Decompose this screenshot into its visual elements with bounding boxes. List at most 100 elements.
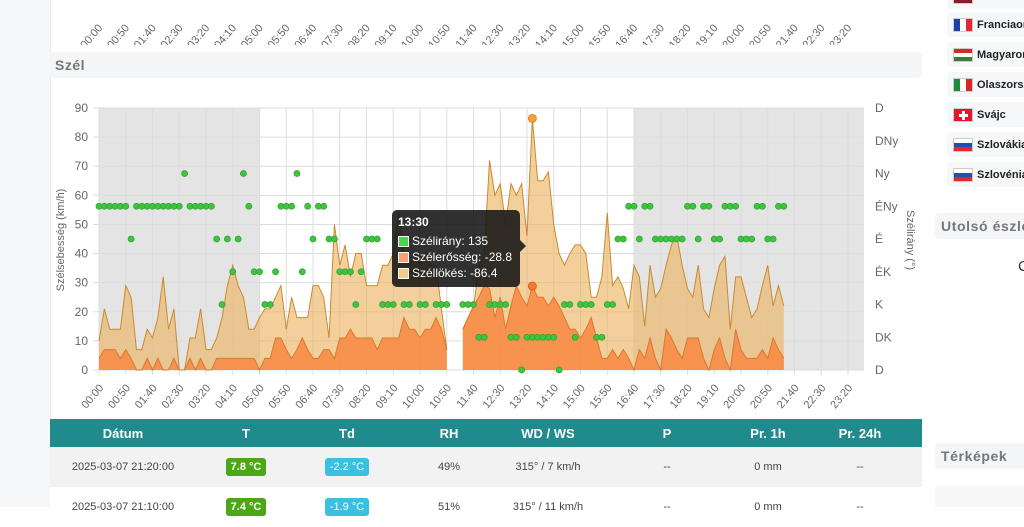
cell-wdws: 315° / 7 km/h: [500, 447, 596, 487]
y2-tick-label: DK: [875, 330, 892, 344]
gust-line: [462, 118, 785, 330]
direction-point: [555, 366, 563, 374]
wind-chart[interactable]: 0 10 20 30 40 50 60 70 80 90 D DK K ÉK É ÉNy Ny DNy D 00:00…: [0, 0, 930, 420]
country-label: Svájc: [977, 108, 1006, 121]
x-tick-label: 04:10: [213, 382, 240, 411]
country-item-france[interactable]: Franciaország: [947, 12, 1024, 37]
cell-p: --: [596, 487, 738, 527]
direction-point: [443, 301, 451, 308]
x-tick-label: 01:40: [133, 382, 160, 411]
italy-flag-icon: [953, 77, 973, 92]
right-sidebar: Franciaország Magyarország Olaszország S…: [935, 0, 1024, 507]
cell-rh: 49%: [398, 447, 500, 487]
direction-point: [298, 268, 306, 276]
col-header-date[interactable]: Dátum: [50, 419, 196, 447]
table-row: 2025-03-07 21:10:00 7.4 °C -1.9 °C 51% 3…: [50, 487, 922, 527]
direction-point: [320, 202, 328, 210]
cell-pr1h: 0 mm: [738, 487, 798, 527]
y-tick-label: 70: [75, 159, 89, 173]
y-tick-label: 90: [75, 101, 89, 115]
country-item-slovenia[interactable]: Szlovénia: [947, 162, 1024, 187]
speed-line: [98, 316, 448, 372]
cell-date: 2025-03-07 21:10:00: [50, 487, 196, 527]
tooltip-time: 13:30: [398, 215, 429, 229]
x-tick-label: 11:40: [454, 382, 480, 410]
x-tick-label: 18:20: [668, 382, 695, 411]
direction-point: [304, 202, 312, 210]
y-tick-label: 30: [75, 276, 89, 290]
speed-hover-point: [527, 281, 537, 291]
y2-tick-label: ÉK: [875, 264, 891, 279]
direction-point: [512, 333, 520, 341]
country-label: Olaszország: [977, 78, 1024, 91]
y-tick-label: 40: [75, 247, 89, 261]
x-tick-label: 15:00: [561, 382, 588, 411]
col-header-p[interactable]: P: [596, 419, 738, 447]
gust-hover-point: [527, 113, 537, 123]
direction-point: [266, 301, 274, 308]
direction-point: [245, 202, 253, 210]
maps-title: Térképek: [941, 448, 1008, 464]
direction-point: [389, 301, 397, 308]
cell-t: 7.4 °C: [196, 487, 296, 527]
x-tick-label: 10:00: [400, 382, 427, 411]
direction-point: [309, 235, 317, 243]
country-item-slovakia[interactable]: Szlovákia: [947, 132, 1024, 157]
direction-point: [234, 235, 242, 243]
direction-point: [635, 235, 643, 243]
country-item-switzerland[interactable]: Svájc: [947, 102, 1024, 127]
country-label: Szlovákia: [977, 138, 1024, 151]
section-title: Szél: [55, 57, 86, 73]
last-observations-text: C: [1018, 258, 1024, 275]
direction-point: [127, 235, 135, 243]
x-tick-label: 06:40: [293, 382, 320, 411]
x-tick-label: 07:30: [320, 382, 347, 411]
left-sidebar: [0, 0, 51, 507]
col-header-wdws[interactable]: WD / WS: [500, 419, 596, 447]
dewpoint-badge: -2.2 °C: [324, 458, 370, 476]
y-tick-label: 80: [75, 130, 89, 144]
cell-rh: 51%: [398, 487, 500, 527]
flag-icon: [953, 0, 973, 4]
cell-td: -2.2 °C: [296, 447, 398, 487]
cell-date: 2025-03-07 21:20:00: [50, 447, 196, 487]
country-item-partial[interactable]: [947, 0, 1024, 9]
x-tick-label: 09:10: [374, 382, 401, 411]
x-tick-label: 08:20: [347, 382, 374, 411]
maps-header: Térképek: [935, 443, 1024, 469]
direction-point: [405, 301, 413, 308]
x-tick-label: 21:40: [775, 382, 802, 411]
direction-point: [421, 301, 429, 308]
direction-point: [240, 170, 247, 177]
y-tick-label: 50: [75, 217, 89, 231]
section-header-wind: Szél: [50, 52, 922, 78]
y-tick-label: 10: [75, 334, 89, 348]
y2-tick-label: É: [875, 231, 883, 246]
direction-point: [619, 235, 627, 243]
country-item-hungary[interactable]: Magyarország: [947, 42, 1024, 67]
direction-point: [550, 333, 558, 341]
table-row: 2025-03-07 21:20:00 7.8 °C -2.2 °C 49% 3…: [50, 447, 922, 487]
col-header-pr24h[interactable]: Pr. 24h: [798, 419, 922, 447]
x-tick-label: 12:30: [481, 382, 508, 411]
direction-point: [630, 202, 638, 210]
direction-point: [716, 235, 723, 243]
speed-area: [462, 285, 784, 370]
direction-point: [587, 301, 595, 308]
france-flag-icon: [953, 17, 973, 32]
direction-point: [694, 235, 702, 243]
col-header-pr1h[interactable]: Pr. 1h: [738, 419, 798, 447]
direction-point: [759, 202, 766, 210]
y-tick-label: 20: [75, 305, 89, 319]
direction-point: [502, 301, 510, 308]
direction-point: [769, 235, 777, 243]
country-label: Magyarország: [977, 48, 1024, 61]
col-header-rh[interactable]: RH: [398, 419, 500, 447]
col-header-t[interactable]: T: [196, 419, 296, 447]
col-header-td[interactable]: Td: [296, 419, 398, 447]
country-item-italy[interactable]: Olaszország: [947, 72, 1024, 97]
direction-point: [748, 235, 756, 243]
y-tick-label: 0: [81, 363, 88, 377]
y-tick-label: 60: [75, 188, 89, 202]
x-tick-label: 15:50: [588, 382, 615, 411]
